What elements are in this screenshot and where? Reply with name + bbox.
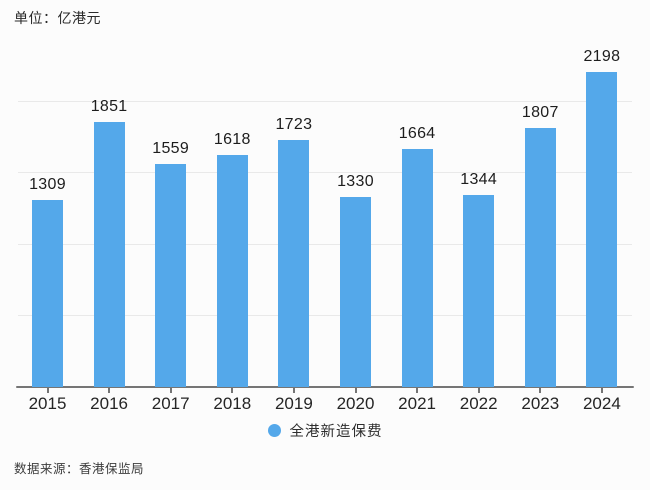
bar-value-label-2018: 1618 [213, 131, 251, 149]
x-axis-tick-2016 [108, 388, 111, 393]
x-axis-tick-2023 [539, 388, 542, 393]
x-axis-tick-2020 [354, 388, 357, 393]
x-axis-tick-2019 [292, 388, 295, 393]
x-axis-tick-2022 [477, 388, 480, 393]
x-axis-tick-2021 [416, 388, 419, 393]
bar-2019 [278, 140, 310, 387]
bar-value-label-2023: 1807 [521, 104, 559, 122]
x-axis-label-2022: 2022 [459, 394, 498, 413]
bar-2022 [463, 194, 495, 387]
source-label: 数据来源：香港保监局 [14, 462, 145, 476]
x-axis-tick-2015 [46, 388, 49, 393]
x-axis-label-2021: 2021 [398, 394, 436, 413]
unit-label: 单位：亿港元 [14, 10, 101, 26]
bar-value-label-2017: 1559 [152, 139, 190, 157]
gridline-2000 [18, 101, 632, 102]
gridline-500 [18, 315, 632, 316]
x-axis-tick-2024 [600, 388, 603, 393]
bar-value-label-2024: 2198 [583, 48, 621, 66]
x-axis-label-2020: 2020 [336, 394, 375, 413]
x-axis-label-2019: 2019 [274, 394, 313, 413]
x-axis-label-2015: 2015 [28, 394, 67, 413]
x-axis-tick-2018 [231, 388, 234, 393]
legend: 全港新造保费 [0, 420, 650, 441]
x-axis-tick-2017 [169, 388, 172, 393]
x-axis-label-2017: 2017 [151, 394, 190, 413]
bar-value-label-2019: 1723 [275, 116, 313, 134]
gridline-1500 [18, 172, 632, 173]
bar-value-label-2020: 1330 [337, 172, 374, 190]
gridline-1000 [18, 244, 632, 245]
bar-value-label-2015: 1309 [29, 175, 66, 193]
bar-2021 [401, 148, 433, 387]
bar-2017 [155, 163, 187, 387]
legend-dot-icon [267, 424, 281, 437]
bar-2024 [586, 72, 618, 387]
bar-2018 [216, 155, 248, 387]
bar-value-label-2022: 1344 [460, 170, 498, 188]
x-axis-label-2016: 2016 [90, 394, 128, 413]
bar-value-label-2021: 1664 [398, 124, 436, 142]
bar-2015 [32, 199, 63, 387]
x-axis-label-2018: 2018 [213, 394, 252, 413]
bar-value-label-2016: 1851 [90, 97, 128, 115]
legend-label: 全港新造保费 [289, 424, 383, 440]
x-axis-label-2023: 2023 [521, 394, 560, 413]
x-axis-label-2024: 2024 [582, 394, 621, 413]
bar-2020 [340, 196, 371, 387]
x-axis-line [16, 386, 634, 388]
bar-2016 [93, 121, 125, 387]
bar-2023 [524, 128, 556, 387]
